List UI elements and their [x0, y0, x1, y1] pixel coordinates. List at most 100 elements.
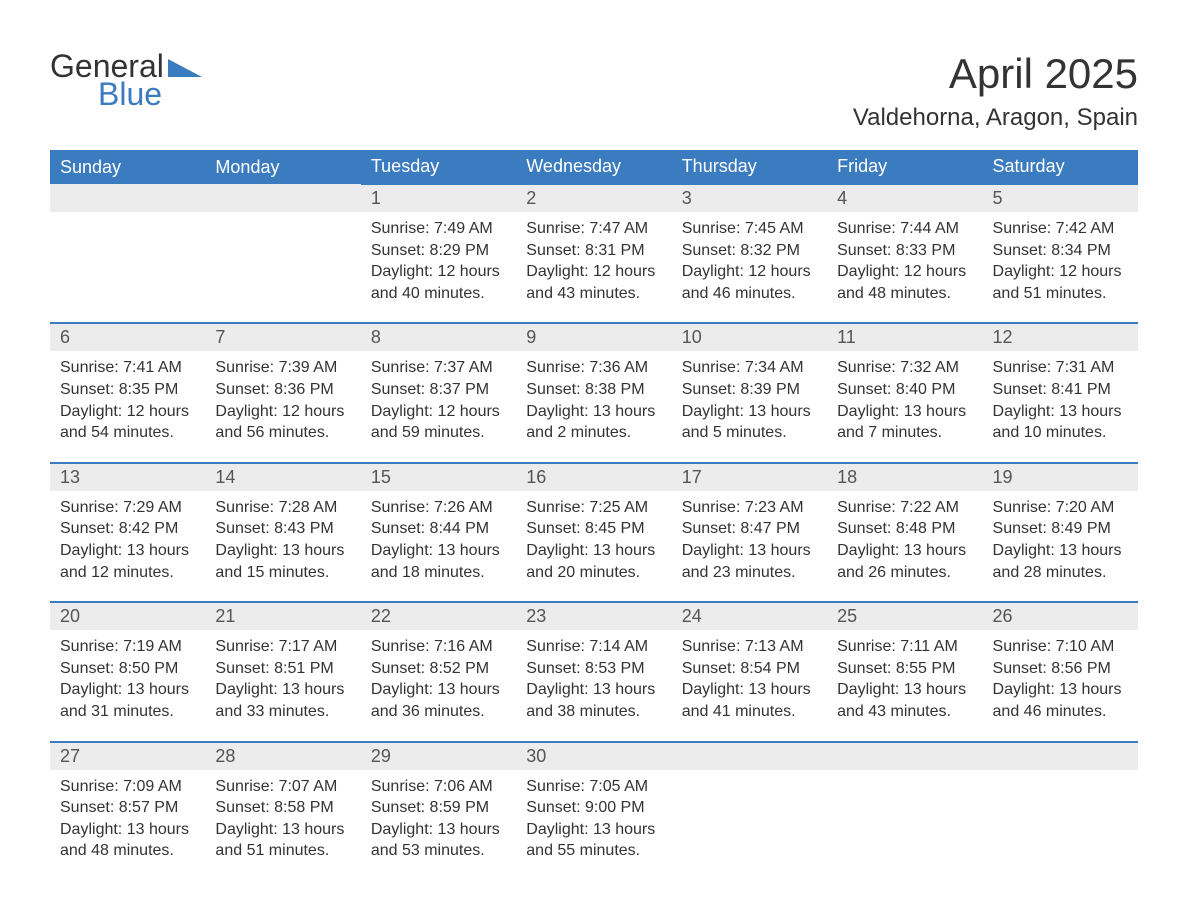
dl2-text: and 15 minutes. [215, 562, 350, 584]
dl1-text: Daylight: 13 hours [837, 679, 972, 701]
dl2-text: and 51 minutes. [215, 840, 350, 862]
dl2-text: and 33 minutes. [215, 701, 350, 723]
calendar-table: SundayMondayTuesdayWednesdayThursdayFrid… [50, 150, 1138, 880]
location: Valdehorna, Aragon, Spain [853, 104, 1138, 132]
day-header: Friday [827, 150, 982, 184]
dl2-text: and 56 minutes. [215, 422, 350, 444]
day-number [672, 742, 827, 770]
dl2-text: and 28 minutes. [993, 562, 1128, 584]
day-content: Sunrise: 7:49 AMSunset: 8:29 PMDaylight:… [361, 212, 516, 323]
day-number: 30 [516, 742, 671, 770]
sunrise-text: Sunrise: 7:37 AM [371, 357, 506, 379]
day-number: 22 [361, 602, 516, 630]
day-number: 9 [516, 323, 671, 351]
day-content: Sunrise: 7:34 AMSunset: 8:39 PMDaylight:… [672, 351, 827, 462]
day-number: 3 [672, 184, 827, 212]
dl2-text: and 43 minutes. [526, 283, 661, 305]
sunset-text: Sunset: 8:59 PM [371, 797, 506, 819]
sunrise-text: Sunrise: 7:05 AM [526, 776, 661, 798]
dl2-text: and 7 minutes. [837, 422, 972, 444]
sunset-text: Sunset: 8:43 PM [215, 518, 350, 540]
day-number: 4 [827, 184, 982, 212]
day-number: 27 [50, 742, 205, 770]
dl1-text: Daylight: 13 hours [60, 679, 195, 701]
sunrise-text: Sunrise: 7:31 AM [993, 357, 1128, 379]
day-number: 10 [672, 323, 827, 351]
sunrise-text: Sunrise: 7:07 AM [215, 776, 350, 798]
day-content: Sunrise: 7:25 AMSunset: 8:45 PMDaylight:… [516, 491, 671, 602]
day-number: 5 [983, 184, 1138, 212]
dl2-text: and 55 minutes. [526, 840, 661, 862]
day-content: Sunrise: 7:16 AMSunset: 8:52 PMDaylight:… [361, 630, 516, 741]
sunrise-text: Sunrise: 7:09 AM [60, 776, 195, 798]
sunrise-text: Sunrise: 7:20 AM [993, 497, 1128, 519]
dl2-text: and 12 minutes. [60, 562, 195, 584]
day-content: Sunrise: 7:42 AMSunset: 8:34 PMDaylight:… [983, 212, 1138, 323]
sunset-text: Sunset: 8:41 PM [993, 379, 1128, 401]
day-header: Sunday [50, 150, 205, 184]
day-content: Sunrise: 7:31 AMSunset: 8:41 PMDaylight:… [983, 351, 1138, 462]
sunset-text: Sunset: 9:00 PM [526, 797, 661, 819]
day-content [983, 770, 1138, 880]
day-number-row: 20212223242526 [50, 602, 1138, 630]
header: General Blue April 2025 Valdehorna, Arag… [50, 50, 1138, 132]
day-content: Sunrise: 7:29 AMSunset: 8:42 PMDaylight:… [50, 491, 205, 602]
day-content: Sunrise: 7:20 AMSunset: 8:49 PMDaylight:… [983, 491, 1138, 602]
sunrise-text: Sunrise: 7:25 AM [526, 497, 661, 519]
day-content-row: Sunrise: 7:29 AMSunset: 8:42 PMDaylight:… [50, 491, 1138, 602]
day-content-row: Sunrise: 7:49 AMSunset: 8:29 PMDaylight:… [50, 212, 1138, 323]
sunset-text: Sunset: 8:32 PM [682, 240, 817, 262]
day-content: Sunrise: 7:32 AMSunset: 8:40 PMDaylight:… [827, 351, 982, 462]
day-content: Sunrise: 7:39 AMSunset: 8:36 PMDaylight:… [205, 351, 360, 462]
dl1-text: Daylight: 12 hours [215, 401, 350, 423]
day-content: Sunrise: 7:23 AMSunset: 8:47 PMDaylight:… [672, 491, 827, 602]
day-content: Sunrise: 7:37 AMSunset: 8:37 PMDaylight:… [361, 351, 516, 462]
day-number: 12 [983, 323, 1138, 351]
dl2-text: and 23 minutes. [682, 562, 817, 584]
dl2-text: and 40 minutes. [371, 283, 506, 305]
dl1-text: Daylight: 13 hours [682, 679, 817, 701]
sunset-text: Sunset: 8:34 PM [993, 240, 1128, 262]
dl1-text: Daylight: 13 hours [526, 540, 661, 562]
day-number: 29 [361, 742, 516, 770]
dl2-text: and 48 minutes. [837, 283, 972, 305]
sunrise-text: Sunrise: 7:29 AM [60, 497, 195, 519]
sunrise-text: Sunrise: 7:11 AM [837, 636, 972, 658]
dl2-text: and 2 minutes. [526, 422, 661, 444]
sunrise-text: Sunrise: 7:39 AM [215, 357, 350, 379]
day-number [50, 184, 205, 212]
dl1-text: Daylight: 13 hours [837, 540, 972, 562]
day-header: Tuesday [361, 150, 516, 184]
sunset-text: Sunset: 8:58 PM [215, 797, 350, 819]
sunset-text: Sunset: 8:48 PM [837, 518, 972, 540]
dl2-text: and 10 minutes. [993, 422, 1128, 444]
dl2-text: and 5 minutes. [682, 422, 817, 444]
day-header: Wednesday [516, 150, 671, 184]
dl2-text: and 54 minutes. [60, 422, 195, 444]
sunrise-text: Sunrise: 7:28 AM [215, 497, 350, 519]
dl2-text: and 46 minutes. [993, 701, 1128, 723]
dl2-text: and 43 minutes. [837, 701, 972, 723]
sunrise-text: Sunrise: 7:13 AM [682, 636, 817, 658]
sunset-text: Sunset: 8:31 PM [526, 240, 661, 262]
day-number [205, 184, 360, 212]
day-content: Sunrise: 7:14 AMSunset: 8:53 PMDaylight:… [516, 630, 671, 741]
sunrise-text: Sunrise: 7:45 AM [682, 218, 817, 240]
sunset-text: Sunset: 8:45 PM [526, 518, 661, 540]
dl1-text: Daylight: 12 hours [682, 261, 817, 283]
day-content: Sunrise: 7:10 AMSunset: 8:56 PMDaylight:… [983, 630, 1138, 741]
sunrise-text: Sunrise: 7:23 AM [682, 497, 817, 519]
dl1-text: Daylight: 13 hours [371, 819, 506, 841]
day-content: Sunrise: 7:44 AMSunset: 8:33 PMDaylight:… [827, 212, 982, 323]
sunrise-text: Sunrise: 7:42 AM [993, 218, 1128, 240]
sunrise-text: Sunrise: 7:41 AM [60, 357, 195, 379]
sunset-text: Sunset: 8:52 PM [371, 658, 506, 680]
day-header: Monday [205, 150, 360, 184]
sunrise-text: Sunrise: 7:26 AM [371, 497, 506, 519]
day-number: 2 [516, 184, 671, 212]
day-content: Sunrise: 7:41 AMSunset: 8:35 PMDaylight:… [50, 351, 205, 462]
day-content: Sunrise: 7:11 AMSunset: 8:55 PMDaylight:… [827, 630, 982, 741]
day-content: Sunrise: 7:36 AMSunset: 8:38 PMDaylight:… [516, 351, 671, 462]
day-number-row: 13141516171819 [50, 463, 1138, 491]
sunset-text: Sunset: 8:37 PM [371, 379, 506, 401]
